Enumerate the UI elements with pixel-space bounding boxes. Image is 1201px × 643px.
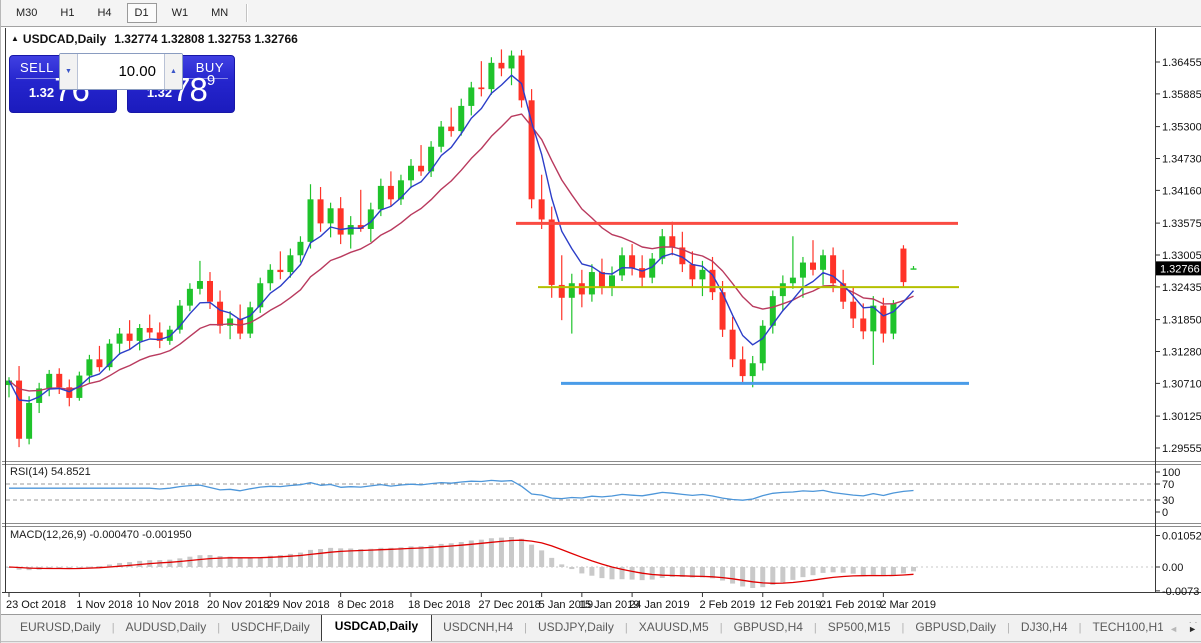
- svg-text:20 Nov 2018: 20 Nov 2018: [207, 599, 269, 611]
- tab-separator: |: [813, 622, 817, 634]
- tabs-scroll-left-icon[interactable]: ◄: [1169, 624, 1179, 634]
- chart-symbol-label: USDCAD,Daily: [22, 32, 107, 46]
- svg-text:1.31850: 1.31850: [1162, 315, 1201, 327]
- svg-text:1.35300: 1.35300: [1162, 122, 1201, 134]
- svg-text:23 Oct 2018: 23 Oct 2018: [6, 599, 66, 611]
- time-axis-labels: 23 Oct 2018 1 Nov 2018 10 Nov 2018 20 Nov 2…: [6, 593, 936, 611]
- chart-tab-usdcnh-h4[interactable]: USDCNH,H4: [443, 620, 514, 634]
- svg-text:100: 100: [1162, 467, 1180, 479]
- tab-separator: |: [524, 622, 528, 634]
- svg-text:1.33005: 1.33005: [1162, 250, 1201, 262]
- svg-text:1.29555: 1.29555: [1162, 443, 1201, 455]
- time-axis[interactable]: [6, 593, 1155, 613]
- timeframe-button-h1[interactable]: H1: [60, 7, 75, 19]
- current-price-tag: 1.32766: [1156, 261, 1201, 276]
- status-strip: [1, 641, 1201, 643]
- horizontal-line-objects[interactable]: [516, 221, 969, 385]
- svg-text:70: 70: [1162, 479, 1174, 491]
- svg-text:12 Feb 2019: 12 Feb 2019: [760, 599, 822, 611]
- svg-text:1.30125: 1.30125: [1162, 411, 1201, 423]
- timeframe-button-d1[interactable]: D1: [126, 3, 157, 23]
- timeframe-button-mn[interactable]: MN: [211, 7, 229, 19]
- panel-frames: [2, 28, 1201, 593]
- svg-text:-0.0073: -0.0073: [1162, 586, 1199, 598]
- price-axis-labels: 1.36455 1.35885 1.35300 1.34730 1.34160 1.335…: [1156, 57, 1201, 455]
- svg-text:21 Feb 2019: 21 Feb 2019: [820, 599, 882, 611]
- volume-decrease-button[interactable]: ▼: [60, 54, 78, 89]
- collapse-arrow-icon[interactable]: ▲: [11, 34, 19, 43]
- chart-tab-xauusd-m5[interactable]: XAUUSD,M5: [638, 620, 709, 634]
- timeframe-button-m30[interactable]: M30: [16, 7, 38, 19]
- sell-label: SELL: [20, 60, 54, 75]
- sell-price-base: 1.32: [28, 85, 55, 100]
- svg-text:1.35885: 1.35885: [1162, 89, 1201, 101]
- chart-tab-eurusd-daily[interactable]: EURUSD,Daily: [20, 620, 101, 634]
- volume-control: ▼ ▲: [59, 53, 183, 90]
- chart-tab-sp500-m15[interactable]: SP500,M15: [827, 620, 891, 634]
- one-click-trading-panel: SELL 1.32766 BUY 1.32789 ▼ ▲: [9, 53, 235, 113]
- buy-label: BUY: [195, 60, 224, 75]
- volume-input[interactable]: [78, 54, 164, 89]
- chart-tab-gbpusd-daily[interactable]: GBPUSD,Daily: [915, 620, 997, 634]
- buy-price-pip: 9: [206, 72, 216, 89]
- svg-text:2 Mar 2019: 2 Mar 2019: [880, 599, 936, 611]
- macd-subwindow: 0.010525 0.00 -0.0073: [6, 531, 1201, 598]
- volume-increase-button[interactable]: ▲: [164, 54, 182, 89]
- svg-text:1.36455: 1.36455: [1162, 57, 1201, 69]
- tab-separator: |: [624, 622, 628, 634]
- svg-text:27 Dec 2018: 27 Dec 2018: [478, 599, 540, 611]
- svg-text:10 Nov 2018: 10 Nov 2018: [137, 599, 199, 611]
- chart-tab-usdjpy-daily[interactable]: USDJPY,Daily: [538, 620, 614, 634]
- svg-text:15 Jan 2019: 15 Jan 2019: [579, 599, 640, 611]
- tab-separator: |: [1007, 622, 1010, 634]
- svg-text:24 Jan 2019: 24 Jan 2019: [629, 599, 690, 611]
- tabs-scroll-right-icon[interactable]: ►: [1188, 624, 1197, 634]
- svg-text:1.32435: 1.32435: [1162, 282, 1201, 294]
- tab-separator: |: [901, 622, 905, 634]
- timeframe-button-h4[interactable]: H4: [97, 7, 112, 19]
- svg-text:0.00: 0.00: [1162, 562, 1183, 574]
- svg-text:8 Dec 2018: 8 Dec 2018: [338, 599, 394, 611]
- svg-text:0.010525: 0.010525: [1162, 531, 1201, 543]
- tab-separator: |: [1078, 622, 1082, 634]
- macd-indicator-label: MACD(12,26,9) -0.000470 -0.001950: [10, 529, 192, 541]
- moving-averages: [8, 74, 915, 402]
- svg-text:1.32766: 1.32766: [1160, 263, 1200, 275]
- svg-text:1.31280: 1.31280: [1162, 346, 1201, 358]
- chart-tab-audusd-daily[interactable]: AUDUSD,Daily: [125, 620, 207, 634]
- svg-text:1.30710: 1.30710: [1162, 378, 1201, 390]
- symbol-tab-bar: EURUSD,Daily | AUDUSD,Daily | USDCHF,Daily US…: [1, 614, 1201, 641]
- chart-title: ▲ USDCAD,Daily 1.32774 1.32808 1.32753 1.3…: [11, 32, 298, 46]
- svg-text:5 Jan 2019: 5 Jan 2019: [539, 599, 593, 611]
- chart-tab-dj30-h4[interactable]: DJ30,H4: [1020, 620, 1068, 634]
- chart-tab-usdcad-daily[interactable]: USDCAD,Daily: [320, 615, 433, 641]
- chart-tab-tech100-h1[interactable]: TECH100,H1: [1092, 620, 1164, 634]
- svg-text:2 Feb 2019: 2 Feb 2019: [699, 599, 755, 611]
- price-axis[interactable]: [1156, 28, 1201, 592]
- toolbar-separator: [246, 4, 249, 22]
- svg-text:18 Dec 2018: 18 Dec 2018: [408, 599, 470, 611]
- timeframe-toolbar: M30 H1 H4 D1 W1 MN: [1, 0, 1201, 27]
- svg-text:30: 30: [1162, 495, 1174, 507]
- tab-separator: |: [719, 622, 723, 634]
- svg-text:1 Nov 2018: 1 Nov 2018: [76, 599, 132, 611]
- svg-text:1.33575: 1.33575: [1162, 218, 1201, 230]
- chart-ohlc-values: 1.32774 1.32808 1.32753 1.32766: [114, 32, 298, 46]
- svg-text:1.34730: 1.34730: [1162, 153, 1201, 165]
- svg-text:1.34160: 1.34160: [1162, 185, 1201, 197]
- svg-text:0: 0: [1162, 507, 1168, 519]
- chart-tab-usdchf-daily[interactable]: USDCHF,Daily: [231, 620, 310, 634]
- rsi-indicator-label: RSI(14) 54.8521: [10, 466, 91, 478]
- tab-separator: |: [217, 622, 221, 634]
- svg-text:29 Nov 2018: 29 Nov 2018: [267, 599, 329, 611]
- chart-tab-gbpusd-h4[interactable]: GBPUSD,H4: [733, 620, 803, 634]
- timeframe-button-w1[interactable]: W1: [171, 7, 189, 19]
- tab-separator: |: [111, 622, 115, 634]
